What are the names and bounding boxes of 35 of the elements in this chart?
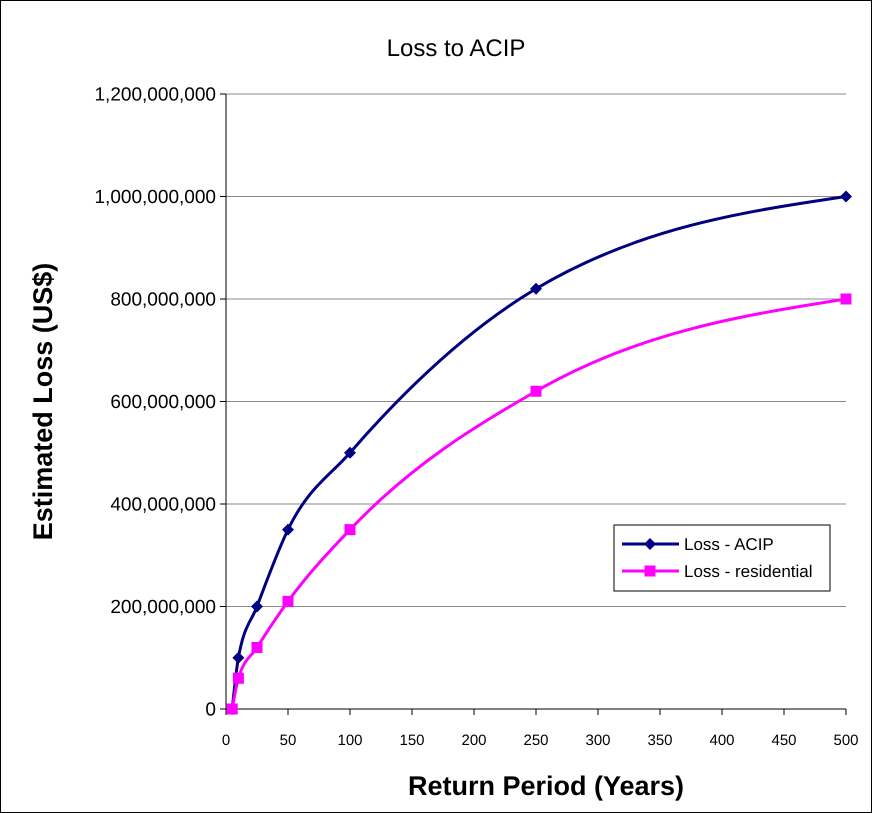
x-tick-label: 200 [461,732,487,749]
x-tick-label: 50 [280,732,296,749]
point [344,446,356,459]
x-tick-label: 300 [585,732,611,749]
y-tick-label: 400,000,000 [110,494,216,516]
point [282,596,294,607]
y-tick-label: 1,000,000,000 [94,187,216,208]
chart-title: Loss to ACIP [386,35,526,62]
legend-label: Loss - ACIP [684,534,774,554]
point [232,652,244,664]
x-tick-label: 250 [523,732,549,749]
point [530,282,542,295]
point [840,294,852,304]
point [840,190,852,202]
y-tick-label: 200,000,000 [110,597,216,618]
x-tick-label: 0 [222,732,230,749]
y-axis-title: Estimated Loss (US$) [28,262,58,540]
point [252,642,262,653]
point [530,386,542,397]
y-tick-label: 1,200,000,000 [94,84,216,106]
legend-label: Loss - residential [684,562,813,581]
x-axis-title: Return Period (Years) [408,771,684,801]
x-tick-label: 150 [399,732,425,749]
y-tick-label: 600,000,000 [110,392,216,414]
x-tick-label: 350 [647,732,673,749]
point [282,524,294,536]
y-tick-label: 0 [205,700,216,721]
y-tick-label: 800,000,000 [110,290,216,311]
point [251,600,263,612]
x-tick-label: 100 [337,732,363,749]
x-tick-label: 450 [771,732,797,749]
x-tick-label: 500 [833,732,859,749]
point [232,672,244,684]
x-tick-label: 400 [709,732,735,749]
point [344,524,356,536]
